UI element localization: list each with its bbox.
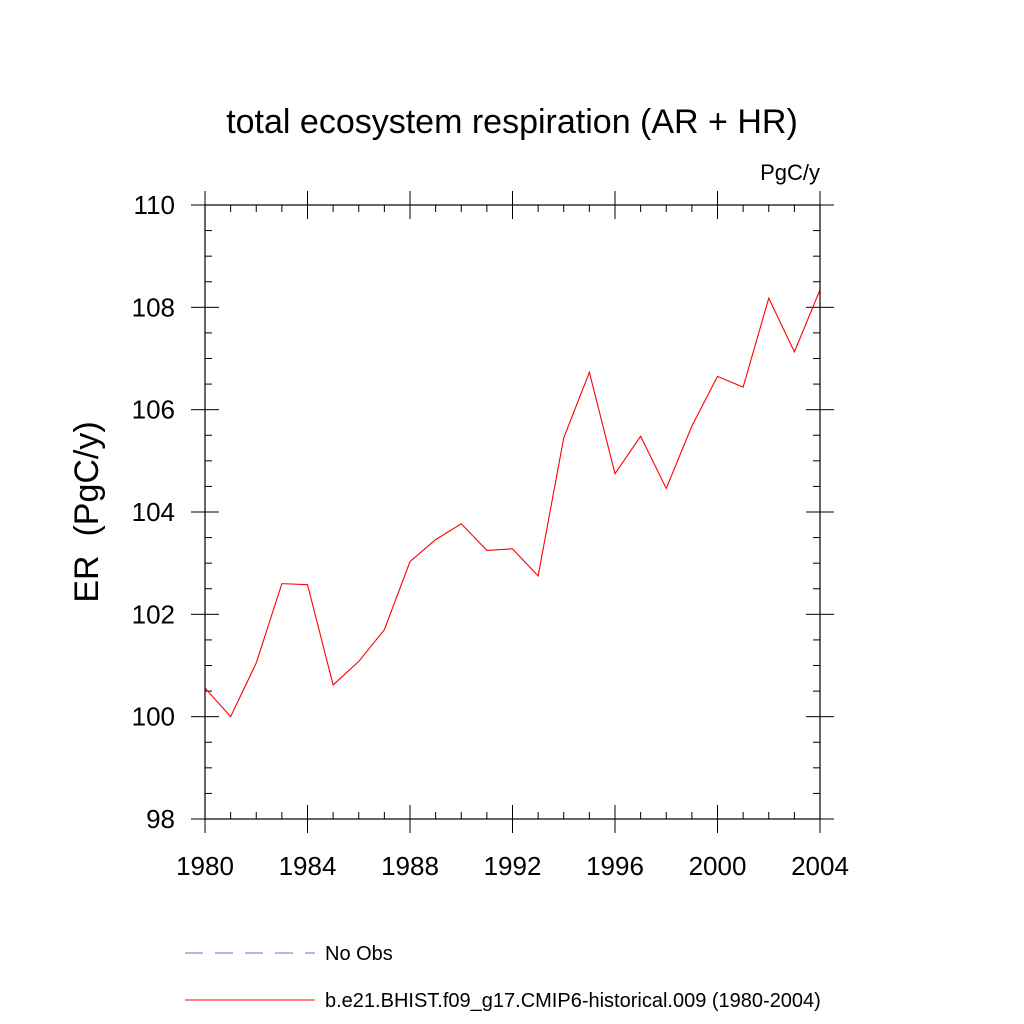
x-tick-label: 2000: [689, 851, 747, 881]
legend-model-label: b.e21.BHIST.f09_g17.CMIP6-historical.009…: [325, 990, 821, 1012]
x-tick-label: 1996: [586, 851, 644, 881]
y-tick-label: 100: [132, 702, 175, 732]
series-line: [204, 289, 821, 718]
legend: No Obs b.e21.BHIST.f09_g17.CMIP6-histori…: [185, 943, 821, 1012]
x-tick-label: 1988: [381, 851, 439, 881]
tick-labels: 1980 1984 1988 1992 1996 2000 2004 98 100 102 104 1…: [132, 190, 849, 881]
axis-ticks: [191, 191, 834, 833]
plot-frame: [204, 204, 821, 820]
y-tick-label: 104: [132, 497, 175, 527]
units-label: PgC/y: [760, 160, 820, 185]
y-tick-label: 102: [132, 599, 175, 629]
series-layer: [204, 289, 821, 718]
y-tick-label: 110: [134, 190, 175, 220]
x-tick-label: 1980: [176, 851, 234, 881]
x-tick-label: 2004: [791, 851, 849, 881]
x-tick-label: 1992: [484, 851, 542, 881]
legend-no-obs-label: No Obs: [325, 943, 393, 965]
y-tick-label: 108: [132, 292, 175, 322]
y-axis-label: ER (PgC/y): [68, 421, 106, 602]
chart-title: total ecosystem respiration (AR + HR): [226, 103, 798, 141]
x-tick-label: 1984: [279, 851, 337, 881]
y-tick-label: 98: [146, 804, 175, 834]
y-tick-label: 106: [132, 395, 175, 425]
